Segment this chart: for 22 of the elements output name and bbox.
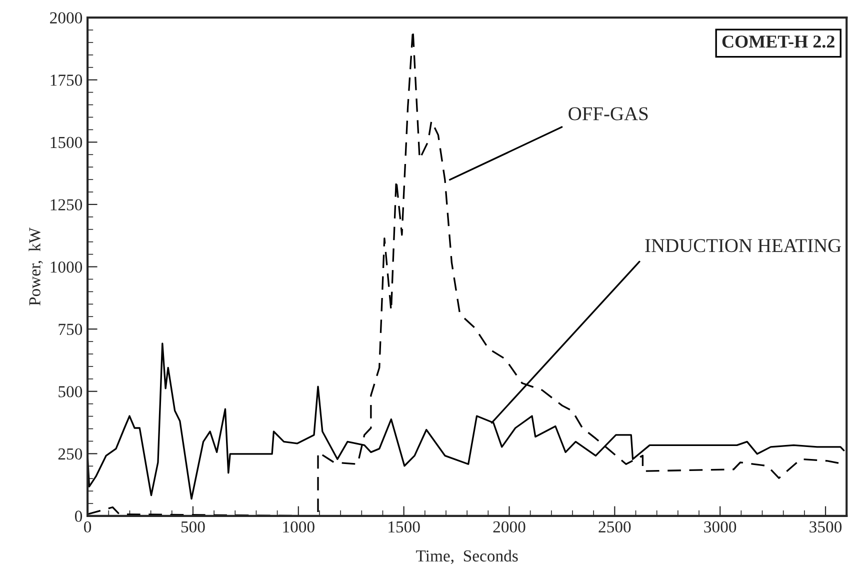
y-tick-label: 250 [58, 448, 82, 460]
y-tick-label: 0 [74, 510, 82, 522]
y-tick-label: 1750 [50, 74, 82, 86]
x-tick-label: 0 [84, 521, 92, 533]
x-tick-label: 2000 [493, 521, 526, 533]
x-tick-label: 1500 [388, 521, 420, 533]
x-tick-label: 3500 [810, 521, 842, 533]
annotation: COMET-H 2.2 [722, 36, 834, 48]
y-tick-label: 750 [58, 324, 82, 336]
annotation: OFF-GAS [568, 107, 648, 120]
x-tick-label: 2500 [598, 521, 631, 533]
y-tick-label: 1500 [50, 136, 82, 148]
y-tick-label: 1250 [50, 199, 82, 210]
y-tick-label: 1000 [50, 261, 82, 273]
y-tick-label: 500 [58, 386, 82, 398]
x-tick-label: 3000 [704, 521, 736, 533]
x-axis-title: Time, Seconds [416, 550, 518, 564]
annotation: INDUCTION HEATING [645, 239, 842, 252]
x-tick-label: 1000 [283, 521, 314, 533]
x-tick-label: 500 [181, 521, 205, 533]
y-axis-title: Power, kW [28, 228, 43, 306]
y-tick-label: 2000 [50, 12, 82, 24]
